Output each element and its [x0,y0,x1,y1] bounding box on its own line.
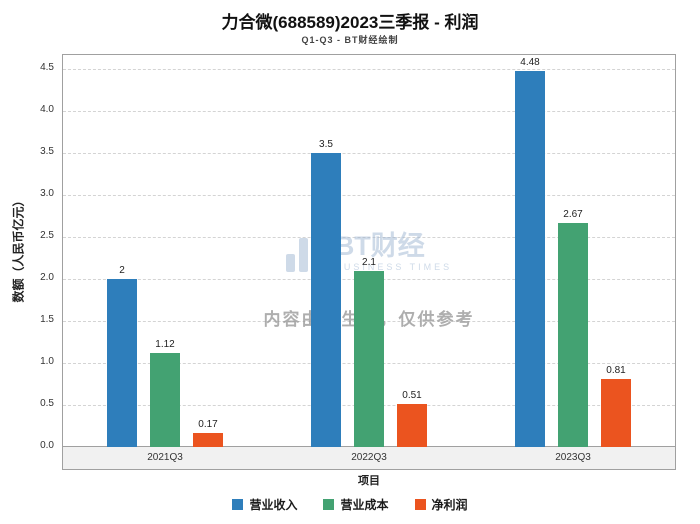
bar-revenue-2023Q3 [515,70,545,447]
gridline [63,111,675,112]
x-axis-strip: 2021Q3 2022Q3 2023Q3 [62,446,676,470]
bar-cost-2022Q3 [354,270,384,447]
bar-value-label: 2.67 [563,208,583,220]
bar-value-label: 0.81 [606,364,626,376]
bar-revenue-2022Q3 [311,153,341,447]
y-tick-label: 0.0 [40,440,54,451]
bar-value-label: 1.12 [155,338,175,350]
bar-value-label: 2 [119,265,125,276]
legend-swatch-cost [323,499,335,510]
y-tick-label: 2.5 [40,230,54,241]
y-tick-label: 2.0 [40,272,54,283]
bar-value-label: 3.5 [319,139,333,150]
legend-label-cost: 营业成本 [340,498,389,512]
gridline [63,69,675,70]
gridline [63,237,675,238]
chart-subtitle: Q1-Q3 - BT财经绘制 [301,35,399,45]
plot-area: BT财经 BUSINESS TIMES 内容由AI生成，仅供参考 21.120.… [62,54,676,448]
legend: 营业收入 营业成本 净利润 [0,496,700,513]
y-tick-label: 4.0 [40,104,54,115]
bar-net-profit-2021Q3 [193,432,223,447]
gridline [63,153,675,154]
bar-net-profit-2023Q3 [601,378,631,447]
legend-item-cost: 营业成本 [323,496,389,513]
y-axis-label: 数额（人民币亿元） [11,194,26,303]
legend-item-revenue: 营业收入 [232,496,297,513]
y-tick-label: 3.5 [40,146,54,157]
legend-item-net-profit: 净利润 [414,496,468,513]
gridline [63,195,675,196]
legend-swatch-net-profit [414,499,426,510]
legend-label-net-profit: 净利润 [431,498,468,512]
bar-cost-2021Q3 [150,352,180,447]
x-tick-label: 2022Q3 [351,452,387,463]
bar-value-label: 4.48 [520,56,540,68]
x-axis-label: 项目 [358,475,380,487]
x-tick-label: 2021Q3 [147,452,183,463]
y-tick-label: 4.5 [40,62,54,73]
bar-cost-2023Q3 [558,222,588,447]
bar-value-label: 0.17 [198,418,218,430]
y-tick-label: 1.5 [40,314,54,325]
bar-value-label: 0.51 [402,390,422,402]
legend-label-revenue: 营业收入 [249,498,298,512]
bar-revenue-2021Q3 [107,279,137,447]
y-tick-label: 3.0 [40,188,54,199]
bar-net-profit-2022Q3 [397,404,427,447]
bar-value-label: 2.1 [362,256,376,268]
y-tick-label: 1.0 [40,356,54,367]
legend-swatch-revenue [232,499,244,510]
chart-title: 力合微(688589)2023三季报 - 利润 [221,13,479,32]
x-tick-label: 2023Q3 [555,452,591,463]
y-tick-label: 0.5 [40,398,54,409]
